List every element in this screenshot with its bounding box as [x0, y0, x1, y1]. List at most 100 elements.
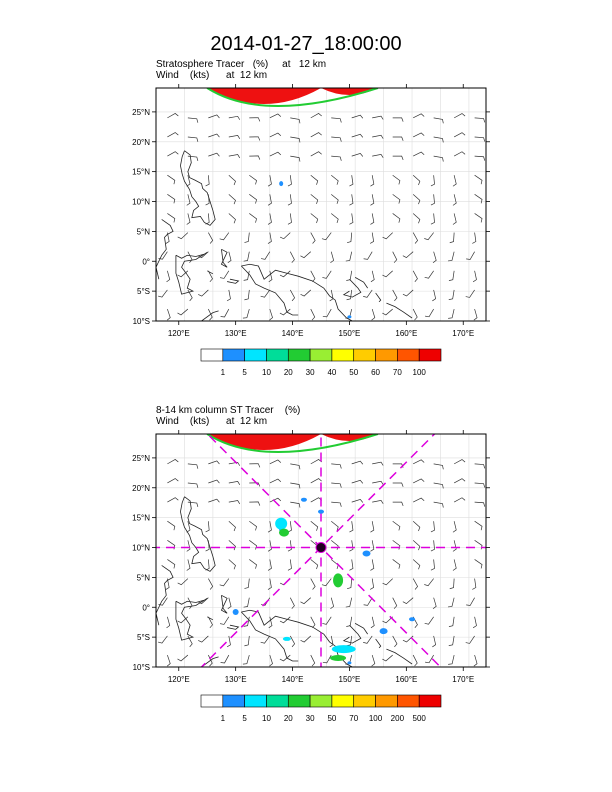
colorbar-label: 50 — [349, 368, 358, 377]
wind-barb — [331, 213, 339, 224]
colorbar-label: 70 — [349, 714, 358, 723]
wind-barb — [310, 132, 322, 138]
wind-barb — [413, 132, 425, 138]
tracer-patch — [282, 636, 291, 641]
wind-barb — [392, 501, 404, 506]
wind-barb — [382, 270, 393, 278]
wind-barb — [166, 616, 171, 629]
wind-barb — [424, 270, 434, 279]
wind-barb — [351, 460, 364, 465]
wind-barb — [208, 308, 213, 321]
wind-barb — [402, 597, 414, 605]
lat-tick-label: 10°N — [132, 198, 150, 207]
wind-barb — [220, 616, 230, 625]
coastline — [175, 597, 208, 641]
wind-barb — [370, 175, 375, 187]
wind-barb — [198, 289, 209, 297]
wind-barb — [244, 578, 250, 589]
tracer-patch — [275, 517, 288, 530]
wind-barb — [453, 478, 466, 484]
wind-barb — [370, 213, 375, 225]
wind-barb — [346, 232, 353, 243]
colorbar-label: 100 — [413, 368, 427, 377]
colorbar-label: 20 — [284, 368, 293, 377]
wind-barb — [474, 117, 486, 123]
wind-barb — [449, 578, 455, 590]
lat-tick-label: 5°S — [137, 287, 150, 296]
wind-barb — [260, 251, 271, 260]
wind-barb — [208, 152, 220, 157]
wind-barb — [331, 117, 342, 123]
wind-barb — [329, 635, 334, 648]
wind-barb — [187, 117, 199, 123]
coastline — [386, 302, 413, 319]
wind-barb — [310, 213, 319, 224]
wind-barb — [177, 232, 189, 240]
wind-barb — [158, 289, 168, 298]
coastline — [375, 292, 382, 303]
colorbar-label: 5 — [242, 368, 247, 377]
wind-barb — [474, 501, 486, 507]
wind-barb — [346, 616, 353, 627]
wind-barb — [433, 155, 444, 162]
colorbar-swatch — [375, 694, 398, 708]
panel2-title-line2: Wind (kts) at 12 km — [156, 416, 268, 427]
colorbar-swatch — [331, 348, 355, 362]
wind-barb — [310, 654, 316, 667]
wind-barb — [158, 597, 168, 606]
wind-barb — [432, 289, 437, 302]
colorbar-label: 100 — [369, 714, 383, 723]
map-frame — [155, 433, 487, 668]
wind-barb — [346, 578, 353, 589]
lat-tick-label: 5°S — [137, 633, 150, 642]
lat-tick-label: 25°N — [132, 454, 150, 463]
wind-barb — [249, 194, 257, 204]
wind-barb — [267, 540, 272, 552]
wind-barb — [167, 174, 176, 185]
wind-barb — [473, 654, 478, 667]
wind-barb — [474, 155, 486, 161]
wind-barb — [412, 520, 421, 532]
wind-barb — [187, 289, 193, 302]
wind-barb — [249, 463, 261, 468]
wind-barb — [448, 270, 455, 281]
lon-tick-label: 160°E — [395, 675, 417, 684]
wind-barb — [351, 498, 364, 503]
wind-barb — [322, 616, 332, 625]
wind-barb — [432, 635, 437, 648]
wind-barb — [249, 213, 257, 223]
wind-barb — [382, 616, 393, 624]
wind-barb — [372, 499, 384, 504]
wind-barb — [452, 194, 457, 206]
wind-barb — [300, 635, 311, 643]
wind-barb — [205, 559, 210, 571]
colorbar-swatch — [266, 694, 289, 708]
wind-barb — [331, 136, 342, 142]
wind-barb — [228, 194, 236, 205]
colorbar-swatch — [418, 348, 442, 362]
wind-barb — [402, 251, 414, 259]
lon-tick-label: 160°E — [395, 329, 417, 338]
wind-barb — [330, 251, 335, 264]
wind-barb — [349, 194, 354, 206]
lat-tick-label: 10°N — [132, 544, 150, 553]
wind-barb — [268, 616, 273, 629]
wind-barb — [279, 270, 291, 278]
wind-barb — [430, 521, 435, 533]
coastline — [354, 277, 368, 289]
coastline — [156, 219, 174, 280]
coastline — [180, 150, 216, 226]
wind-barb — [392, 289, 398, 302]
wind-barb — [269, 151, 282, 157]
wind-barb — [331, 540, 339, 550]
tracer-patch — [333, 573, 344, 588]
wind-barb — [310, 232, 316, 244]
cross-section-line — [206, 434, 442, 667]
wind-barb — [433, 463, 444, 470]
wind-barb — [392, 136, 404, 141]
wind-barb — [310, 559, 319, 570]
wind-barb — [474, 213, 483, 223]
wind-barb — [371, 308, 376, 321]
wind-barb — [158, 251, 168, 260]
wind-barb — [228, 154, 241, 159]
